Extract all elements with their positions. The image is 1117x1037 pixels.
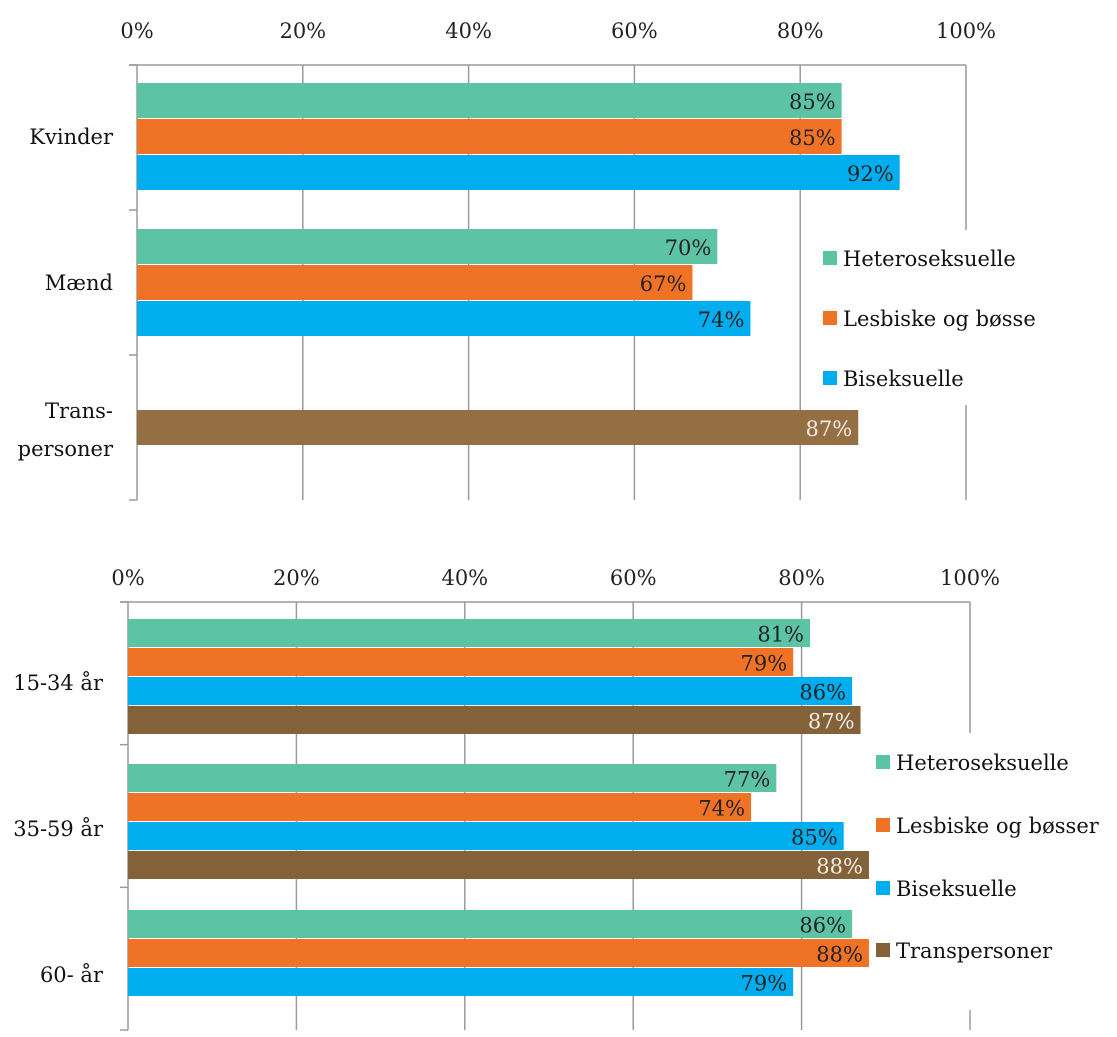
bar: [137, 265, 693, 300]
bar: [128, 764, 777, 792]
data-label: 87%: [808, 710, 855, 734]
bar: [128, 648, 794, 676]
legend-swatch: [823, 251, 837, 265]
legend-label: Heteroseksuelle: [843, 247, 1016, 271]
data-label: 88%: [816, 943, 863, 967]
bar: [128, 851, 869, 879]
bar: [137, 83, 842, 118]
legend-background: [817, 232, 1035, 404]
x-tick-label: 80%: [777, 19, 824, 43]
x-tick-label: 40%: [445, 19, 492, 43]
category-label: 60- år: [40, 963, 104, 987]
category-label: Trans-: [45, 399, 113, 423]
bar: [137, 229, 718, 264]
x-tick-label: 0%: [120, 19, 153, 43]
legend-swatch: [876, 881, 890, 895]
x-tick-label: 0%: [111, 566, 144, 590]
data-label: 79%: [740, 652, 787, 676]
data-label: 74%: [698, 797, 745, 821]
data-label: 87%: [806, 417, 853, 441]
legend-label: Lesbiske og bøsser: [896, 814, 1100, 838]
data-label: 77%: [724, 768, 771, 792]
x-tick-label: 100%: [936, 19, 996, 43]
data-label: 79%: [740, 972, 787, 996]
data-label: 81%: [757, 623, 804, 647]
legend: Heteroseksuelle Lesbiske og bøsser Biseksu…: [870, 736, 1117, 976]
legend-swatch: [823, 371, 837, 385]
category-label: Kvinder: [29, 125, 114, 149]
data-label: 92%: [847, 162, 894, 186]
bar: [128, 677, 853, 705]
chart-1: 0% 20% 40% 60% 80% 100% Kvinder Mænd Trans-perso…: [18, 19, 1036, 501]
category-label: Mænd: [45, 271, 113, 295]
data-label: 70%: [665, 236, 712, 260]
category-label: 35-59 år: [13, 817, 104, 841]
bar: [128, 619, 811, 647]
category-label: personer: [18, 437, 114, 461]
bar: [128, 793, 752, 821]
bar: [128, 910, 853, 938]
bar: [128, 968, 794, 996]
chart-2: 0% 20% 40% 60% 80% 100% 15-34 år 35-59 år 60- år…: [13, 566, 1117, 1031]
data-label: 86%: [799, 914, 846, 938]
bar: [137, 410, 859, 445]
legend-swatch: [876, 943, 890, 957]
legend-swatch: [823, 311, 837, 325]
bar: [137, 119, 842, 154]
x-tick-label: 60%: [611, 19, 658, 43]
data-label: 88%: [816, 855, 863, 879]
data-label: 74%: [698, 308, 745, 332]
data-label: 85%: [791, 826, 838, 850]
bar: [137, 155, 900, 190]
data-label: 67%: [640, 272, 687, 296]
legend-label: Lesbiske og bøsse: [843, 307, 1036, 331]
legend-label: Biseksuelle: [843, 367, 964, 391]
data-label: 85%: [789, 90, 836, 114]
data-label: 86%: [799, 681, 846, 705]
legend: Heteroseksuelle Lesbiske og bøsse Biseksue…: [817, 232, 1036, 404]
legend-label: Heteroseksuelle: [896, 751, 1069, 775]
legend-swatch: [876, 755, 890, 769]
category-label: 15-34 år: [13, 671, 104, 695]
x-tick-label: 100%: [940, 566, 1000, 590]
bar: [128, 706, 861, 734]
x-tick-label: 20%: [273, 566, 320, 590]
x-tick-label: 80%: [778, 566, 825, 590]
legend-label: Transpersoner: [896, 939, 1053, 963]
legend-background: [870, 736, 1117, 976]
x-tick-label: 20%: [279, 19, 326, 43]
bar: [128, 939, 869, 967]
legend-label: Biseksuelle: [896, 877, 1017, 901]
bar: [137, 301, 751, 336]
x-tick-label: 40%: [441, 566, 488, 590]
data-label: 85%: [789, 126, 836, 150]
x-tick-label: 60%: [610, 566, 657, 590]
bar: [128, 822, 844, 850]
legend-swatch: [876, 818, 890, 832]
